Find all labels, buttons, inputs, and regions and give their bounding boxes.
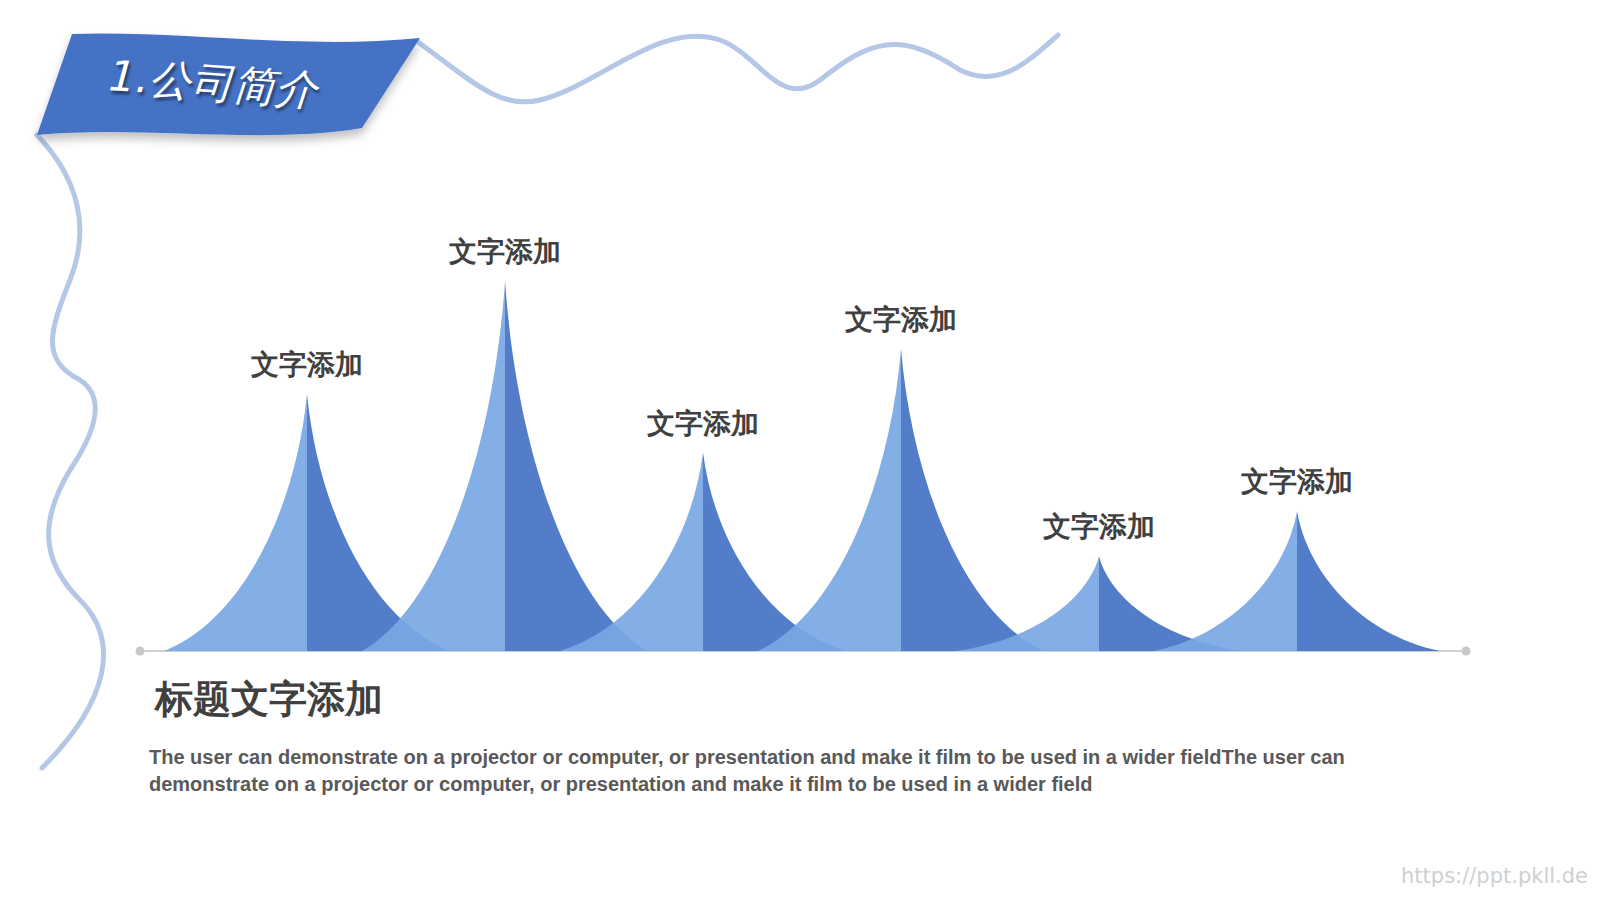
decor-wave-left bbox=[37, 135, 104, 768]
peaks bbox=[164, 281, 1440, 651]
peak-label: 文字添加 bbox=[647, 407, 759, 440]
peak-right bbox=[505, 281, 648, 651]
decor-wave-top bbox=[418, 35, 1058, 102]
title-flag bbox=[37, 33, 420, 135]
watermark: https://ppt.pkll.de bbox=[1401, 864, 1588, 888]
peak-left bbox=[758, 349, 901, 651]
peak-label: 文字添加 bbox=[845, 303, 957, 336]
peak-left bbox=[1154, 511, 1297, 651]
baseline-end bbox=[136, 647, 145, 656]
peak-left bbox=[560, 453, 703, 651]
peak-label: 文字添加 bbox=[1043, 510, 1155, 543]
heading: 标题文字添加 bbox=[153, 677, 383, 721]
peak-right bbox=[1297, 511, 1440, 651]
peak-label: 文字添加 bbox=[449, 235, 561, 268]
peak-left bbox=[362, 281, 505, 651]
slide: 1.公司简介文字添加文字添加文字添加文字添加文字添加文字添加标题文字添加The … bbox=[0, 0, 1600, 900]
peak-left bbox=[956, 556, 1099, 651]
baseline-end bbox=[1462, 647, 1471, 656]
peak-left bbox=[164, 394, 307, 651]
section-title: 1.公司简介 bbox=[107, 51, 321, 115]
body-text: The user can demonstrate on a projector … bbox=[149, 744, 1449, 798]
peak-label: 文字添加 bbox=[1241, 465, 1353, 498]
peak-labels: 文字添加文字添加文字添加文字添加文字添加文字添加 bbox=[251, 235, 1353, 543]
peak-right bbox=[901, 349, 1044, 651]
peak-label: 文字添加 bbox=[251, 348, 363, 381]
